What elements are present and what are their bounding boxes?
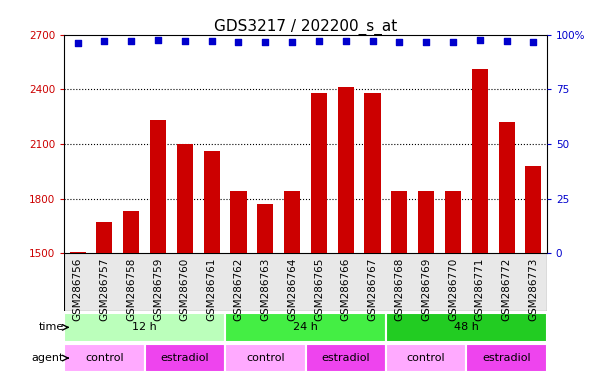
Text: control: control — [85, 353, 123, 363]
Bar — [70, 252, 86, 253]
Point — [287, 39, 297, 45]
Bar — [306, 344, 386, 372]
Text: GSM286760: GSM286760 — [180, 258, 190, 321]
Text: GSM286771: GSM286771 — [475, 258, 485, 321]
Bar — [472, 69, 488, 253]
Text: control: control — [246, 353, 285, 363]
Bar — [145, 344, 225, 372]
Text: time: time — [39, 322, 64, 333]
Text: 24 h: 24 h — [293, 322, 318, 333]
Text: estradiol: estradiol — [161, 353, 209, 363]
Text: GSM286761: GSM286761 — [207, 258, 217, 321]
Bar — [177, 144, 193, 253]
Point — [448, 39, 458, 45]
Text: GSM286762: GSM286762 — [233, 258, 243, 321]
Text: GSM286767: GSM286767 — [368, 258, 378, 321]
Bar — [445, 192, 461, 253]
Text: estradiol: estradiol — [321, 353, 370, 363]
Text: 12 h: 12 h — [132, 322, 157, 333]
Bar — [499, 122, 514, 253]
Text: GSM286759: GSM286759 — [153, 258, 163, 321]
Bar — [230, 192, 246, 253]
Bar — [64, 253, 547, 311]
Text: GSM286758: GSM286758 — [126, 258, 136, 321]
Bar — [64, 313, 225, 342]
Point — [126, 38, 136, 44]
Point — [314, 38, 324, 44]
Bar — [311, 93, 327, 253]
Point — [73, 40, 82, 46]
Title: GDS3217 / 202200_s_at: GDS3217 / 202200_s_at — [214, 18, 397, 35]
Point — [153, 37, 163, 43]
Text: GSM286756: GSM286756 — [73, 258, 82, 321]
Text: control: control — [407, 353, 445, 363]
Text: GSM286770: GSM286770 — [448, 258, 458, 321]
Bar — [386, 344, 466, 372]
Bar — [97, 222, 112, 253]
Point — [422, 39, 431, 45]
Text: GSM286764: GSM286764 — [287, 258, 297, 321]
Bar — [525, 166, 541, 253]
Point — [395, 39, 404, 45]
Point — [475, 37, 485, 43]
Bar — [123, 212, 139, 253]
Bar — [418, 192, 434, 253]
Bar — [225, 313, 386, 342]
Text: 48 h: 48 h — [454, 322, 479, 333]
Bar — [466, 344, 547, 372]
Text: GSM286769: GSM286769 — [421, 258, 431, 321]
Text: GSM286765: GSM286765 — [314, 258, 324, 321]
Text: GSM286768: GSM286768 — [394, 258, 404, 321]
Bar — [391, 192, 408, 253]
Text: GSM286773: GSM286773 — [529, 258, 538, 321]
Text: GSM286766: GSM286766 — [341, 258, 351, 321]
Bar — [338, 88, 354, 253]
Bar — [257, 204, 273, 253]
Point — [100, 38, 109, 44]
Point — [207, 38, 216, 44]
Bar — [150, 120, 166, 253]
Bar — [203, 151, 220, 253]
Bar — [386, 313, 547, 342]
Bar — [365, 93, 381, 253]
Point — [529, 39, 538, 45]
Text: GSM286757: GSM286757 — [100, 258, 109, 321]
Point — [260, 39, 270, 45]
Text: agent: agent — [32, 353, 64, 363]
Text: GSM286763: GSM286763 — [260, 258, 270, 321]
Bar — [284, 192, 300, 253]
Bar — [225, 344, 306, 372]
Point — [502, 38, 511, 44]
Point — [341, 38, 351, 44]
Point — [233, 39, 243, 45]
Point — [368, 38, 378, 44]
Text: estradiol: estradiol — [482, 353, 531, 363]
Point — [180, 38, 190, 44]
Bar — [64, 344, 145, 372]
Text: GSM286772: GSM286772 — [502, 258, 511, 321]
